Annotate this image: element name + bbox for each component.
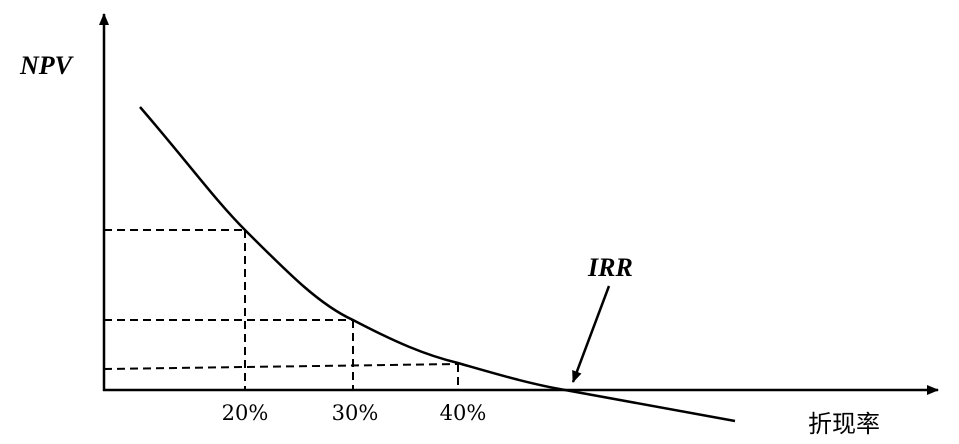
- irr-label: IRR: [587, 253, 633, 282]
- irr-arrow: [571, 285, 611, 383]
- tick-label-30: 30%: [332, 401, 379, 425]
- x-axis-label: 折现率: [808, 410, 880, 438]
- npv-curve: [139, 106, 736, 423]
- tick-label-20: 20%: [222, 401, 269, 425]
- y-axis-label: NPV: [19, 51, 75, 80]
- dashed-guide-40-h: [103, 363, 459, 370]
- tick-label-40: 40%: [440, 401, 487, 425]
